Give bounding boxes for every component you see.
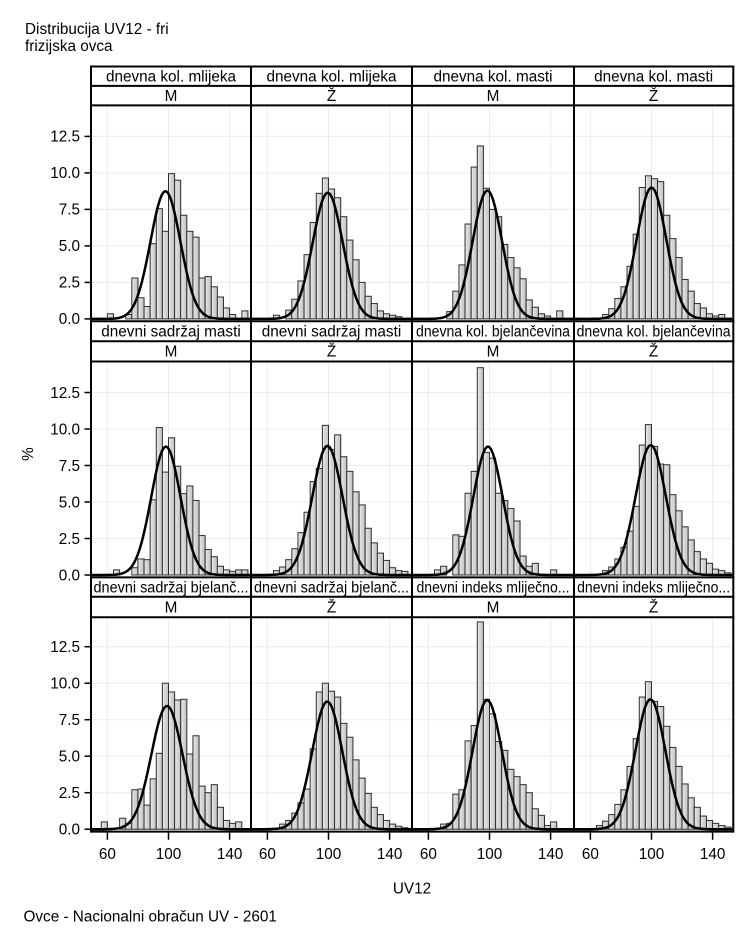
- svg-text:60: 60: [420, 846, 437, 863]
- svg-text:Ž: Ž: [649, 88, 658, 105]
- svg-text:M: M: [165, 88, 178, 105]
- svg-text:2.5: 2.5: [59, 275, 80, 292]
- svg-text:M: M: [165, 599, 178, 616]
- svg-text:Distribucija UV12 - fri: Distribucija UV12 - fri: [25, 21, 169, 38]
- svg-text:10.0: 10.0: [50, 676, 80, 693]
- svg-text:dnevni sadržaj bjelanč...: dnevni sadržaj bjelanč...: [254, 579, 409, 596]
- svg-text:dnevna kol. mlijeka: dnevna kol. mlijeka: [106, 69, 237, 86]
- svg-text:0.0: 0.0: [59, 311, 80, 328]
- svg-text:100: 100: [156, 846, 182, 863]
- svg-text:2.5: 2.5: [59, 531, 80, 548]
- svg-text:Ž: Ž: [327, 344, 336, 361]
- svg-text:140: 140: [217, 846, 243, 863]
- svg-text:12.5: 12.5: [50, 639, 80, 656]
- svg-text:100: 100: [639, 846, 665, 863]
- svg-text:frizijska ovca: frizijska ovca: [25, 38, 113, 55]
- svg-text:5.0: 5.0: [59, 749, 80, 766]
- svg-text:140: 140: [700, 846, 726, 863]
- svg-text:Ž: Ž: [327, 599, 336, 616]
- svg-text:UV12: UV12: [393, 881, 431, 898]
- svg-text:dnevni indeks mliječno...: dnevni indeks mliječno...: [577, 579, 730, 596]
- svg-text:100: 100: [316, 846, 342, 863]
- svg-text:M: M: [487, 599, 500, 616]
- svg-text:10.0: 10.0: [50, 165, 80, 182]
- svg-text:2.5: 2.5: [59, 785, 80, 802]
- svg-text:Ž: Ž: [649, 599, 658, 616]
- svg-text:0.0: 0.0: [59, 822, 80, 839]
- svg-text:0.0: 0.0: [59, 567, 80, 584]
- svg-text:dnevna kol. masti: dnevna kol. masti: [433, 69, 552, 86]
- svg-text:12.5: 12.5: [50, 129, 80, 146]
- svg-text:7.5: 7.5: [59, 712, 80, 729]
- svg-text:12.5: 12.5: [50, 385, 80, 402]
- svg-text:dnevna kol. masti: dnevna kol. masti: [594, 69, 713, 86]
- svg-text:dnevni sadržaj masti: dnevni sadržaj masti: [101, 324, 240, 341]
- svg-text:60: 60: [582, 846, 599, 863]
- svg-text:60: 60: [99, 846, 116, 863]
- svg-text:140: 140: [538, 846, 564, 863]
- svg-text:100: 100: [477, 846, 503, 863]
- svg-text:10.0: 10.0: [50, 421, 80, 438]
- svg-text:M: M: [165, 344, 178, 361]
- svg-text:Ž: Ž: [327, 88, 336, 105]
- svg-text:Ž: Ž: [649, 344, 658, 361]
- svg-text:%: %: [20, 447, 37, 461]
- svg-text:140: 140: [377, 846, 403, 863]
- svg-text:5.0: 5.0: [59, 494, 80, 511]
- svg-text:Ovce - Nacionalni obračun UV -: Ovce - Nacionalni obračun UV - 2601: [24, 909, 277, 926]
- svg-text:dnevna kol. bjelančevina: dnevna kol. bjelančevina: [577, 324, 731, 341]
- svg-text:M: M: [487, 88, 500, 105]
- svg-text:7.5: 7.5: [59, 458, 80, 475]
- svg-text:5.0: 5.0: [59, 238, 80, 255]
- svg-text:M: M: [487, 344, 500, 361]
- svg-text:dnevni indeks mliječno...: dnevni indeks mliječno...: [417, 579, 570, 596]
- svg-text:60: 60: [259, 846, 276, 863]
- svg-text:7.5: 7.5: [59, 202, 80, 219]
- svg-text:dnevna kol. bjelančevina: dnevna kol. bjelančevina: [416, 324, 570, 341]
- svg-text:dnevna kol. mlijeka: dnevna kol. mlijeka: [266, 69, 397, 86]
- svg-text:dnevni sadržaj masti: dnevni sadržaj masti: [262, 324, 401, 341]
- svg-text:dnevni sadržaj bjelanč...: dnevni sadržaj bjelanč...: [94, 579, 249, 596]
